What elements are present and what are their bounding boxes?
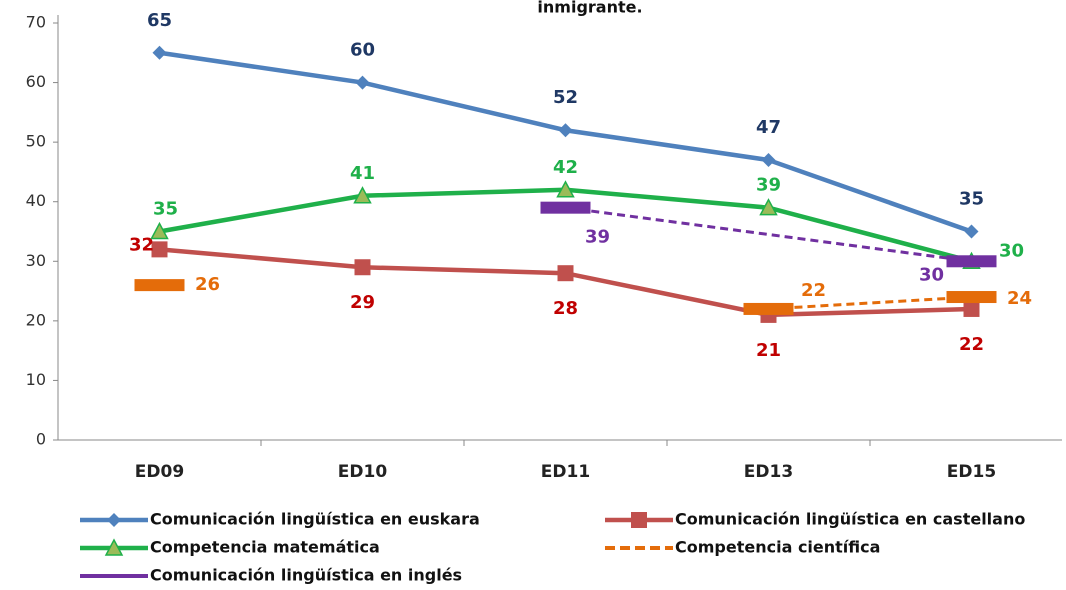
- y-tick-label: 60: [26, 72, 46, 91]
- y-tick-label: 10: [26, 370, 46, 389]
- legend-label: Competencia matemática: [150, 538, 380, 557]
- legend-marker: [631, 512, 647, 528]
- data-label: 21: [756, 340, 781, 361]
- x-tick-label: ED09: [135, 462, 184, 482]
- data-label: 35: [153, 199, 178, 220]
- data-point: [134, 279, 185, 292]
- data-label: 28: [553, 298, 578, 319]
- data-label: 30: [919, 264, 944, 285]
- data-point: [353, 186, 372, 204]
- y-tick-label: 20: [26, 310, 46, 329]
- data-point: [355, 75, 370, 90]
- data-label: 65: [147, 10, 172, 31]
- y-tick-label: 40: [26, 191, 46, 210]
- data-point: [946, 291, 997, 304]
- data-point: [354, 259, 371, 276]
- data-point: [540, 201, 591, 214]
- data-label: 26: [195, 274, 220, 295]
- data-point: [759, 198, 778, 216]
- data-point: [150, 221, 169, 240]
- data-point: [556, 180, 575, 198]
- data-label: 39: [585, 227, 610, 248]
- data-point: [964, 224, 979, 239]
- data-point: [151, 241, 168, 258]
- x-tick-label: ED15: [947, 462, 996, 482]
- data-label: 22: [959, 334, 984, 355]
- x-tick-label: ED11: [541, 462, 590, 482]
- data-label: 42: [553, 157, 578, 178]
- data-label: 35: [959, 189, 984, 210]
- y-tick-label: 30: [26, 251, 46, 270]
- data-point: [963, 300, 980, 317]
- data-point: [761, 153, 776, 168]
- data-label: 60: [350, 40, 375, 61]
- legend-label: Comunicación lingüística en castellano: [675, 510, 1025, 529]
- data-label: 32: [129, 234, 154, 255]
- data-label: 39: [756, 175, 781, 196]
- legend-label: Comunicación lingüística en inglés: [150, 566, 462, 585]
- data-label: 52: [553, 87, 578, 108]
- legend-label: Competencia científica: [675, 538, 880, 557]
- y-tick-label: 70: [26, 13, 46, 32]
- data-label: 22: [801, 280, 826, 301]
- y-tick-label: 0: [36, 430, 46, 449]
- data-point: [743, 302, 794, 315]
- series-line: [565, 206, 972, 263]
- data-label: 24: [1007, 288, 1032, 309]
- data-point: [557, 265, 574, 282]
- chart-title: inmigrante.: [537, 0, 642, 17]
- y-tick-label: 50: [26, 132, 46, 151]
- data-point: [946, 255, 997, 268]
- data-label: 30: [999, 240, 1024, 261]
- x-tick-label: ED13: [744, 462, 793, 482]
- legend-marker: [107, 513, 121, 527]
- series-line: [768, 295, 972, 311]
- legend-marker: [104, 538, 124, 556]
- legend-label: Comunicación lingüística en euskara: [150, 510, 480, 529]
- data-label: 41: [350, 163, 375, 184]
- data-point: [152, 45, 167, 60]
- x-tick-label: ED10: [338, 462, 388, 482]
- data-label: 29: [350, 292, 375, 313]
- data-point: [558, 123, 573, 138]
- series-line: [159, 187, 973, 264]
- data-label: 47: [756, 117, 781, 138]
